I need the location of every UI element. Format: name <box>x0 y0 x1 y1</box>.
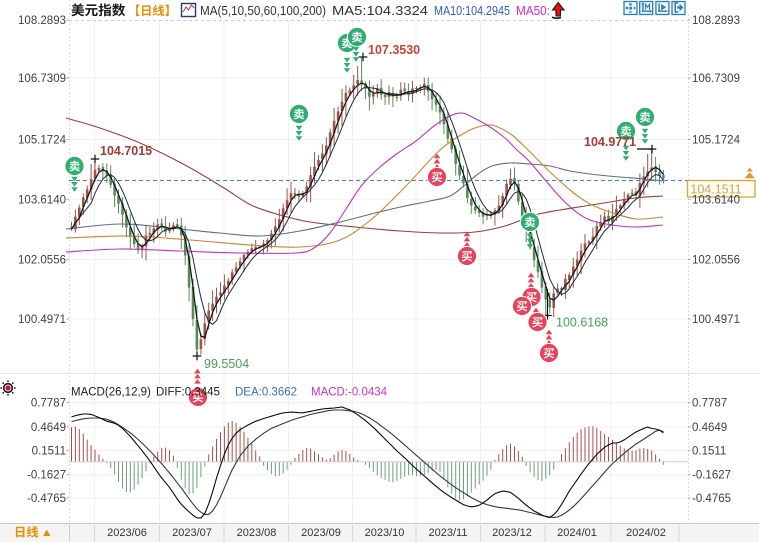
svg-text:-0.4765: -0.4765 <box>692 493 731 505</box>
svg-text:103.6140: 103.6140 <box>692 194 740 206</box>
svg-text:100.4971: 100.4971 <box>692 314 740 326</box>
svg-text:104.7015: 104.7015 <box>100 144 152 158</box>
svg-text:100.6168: 100.6168 <box>556 316 608 330</box>
svg-text:DIFF:0.3445: DIFF:0.3445 <box>156 387 220 399</box>
svg-text:-0.1627: -0.1627 <box>692 470 731 482</box>
svg-text:MA50:: MA50: <box>516 4 550 18</box>
svg-text:102.0556: 102.0556 <box>692 255 740 267</box>
svg-text:MACD:-0.0434: MACD:-0.0434 <box>311 387 388 399</box>
svg-text:0.1511: 0.1511 <box>32 445 66 457</box>
svg-text:107.3530: 107.3530 <box>368 43 420 57</box>
svg-text:108.2893: 108.2893 <box>18 15 66 27</box>
svg-text:103.6140: 103.6140 <box>18 194 66 206</box>
svg-text:-0.4765: -0.4765 <box>27 493 66 505</box>
svg-text:108.2893: 108.2893 <box>692 15 740 27</box>
svg-text:0.1511: 0.1511 <box>692 445 726 457</box>
svg-text:105.1724: 105.1724 <box>18 135 67 147</box>
svg-text:2023/06: 2023/06 <box>107 527 147 539</box>
svg-text:2024/02: 2024/02 <box>626 527 666 539</box>
svg-text:MA(5,10,50,60,100,200): MA(5,10,50,60,100,200) <box>200 4 326 18</box>
svg-text:MA5:104.3324: MA5:104.3324 <box>332 4 428 18</box>
svg-text:2023/10: 2023/10 <box>365 527 405 539</box>
svg-text:104.9771: 104.9771 <box>584 135 636 149</box>
svg-text:2023/07: 2023/07 <box>172 527 212 539</box>
svg-text:0.7787: 0.7787 <box>31 398 66 410</box>
svg-text:MACD(26,12,9): MACD(26,12,9) <box>71 387 151 399</box>
svg-text:104.1511: 104.1511 <box>690 183 741 197</box>
svg-text:-0.1627: -0.1627 <box>27 470 66 482</box>
svg-text:2023/09: 2023/09 <box>301 527 341 539</box>
svg-text:105.1724: 105.1724 <box>692 135 741 147</box>
svg-text:MA10:104.2945: MA10:104.2945 <box>434 4 510 18</box>
svg-text:2023/08: 2023/08 <box>237 527 277 539</box>
svg-text:0.4649: 0.4649 <box>692 422 727 434</box>
svg-text:DEA:0.3662: DEA:0.3662 <box>235 387 297 399</box>
svg-text:102.0556: 102.0556 <box>18 255 66 267</box>
svg-text:0.7787: 0.7787 <box>692 398 727 410</box>
svg-text:106.7309: 106.7309 <box>692 73 740 85</box>
svg-text:2024/01: 2024/01 <box>557 527 597 539</box>
svg-text:106.7309: 106.7309 <box>18 73 66 85</box>
svg-text:0.4649: 0.4649 <box>31 422 66 434</box>
svg-text:2023/11: 2023/11 <box>429 527 468 539</box>
svg-text:99.5504: 99.5504 <box>204 357 249 371</box>
svg-text:100.4971: 100.4971 <box>18 314 66 326</box>
svg-text:2023/12: 2023/12 <box>492 527 532 539</box>
